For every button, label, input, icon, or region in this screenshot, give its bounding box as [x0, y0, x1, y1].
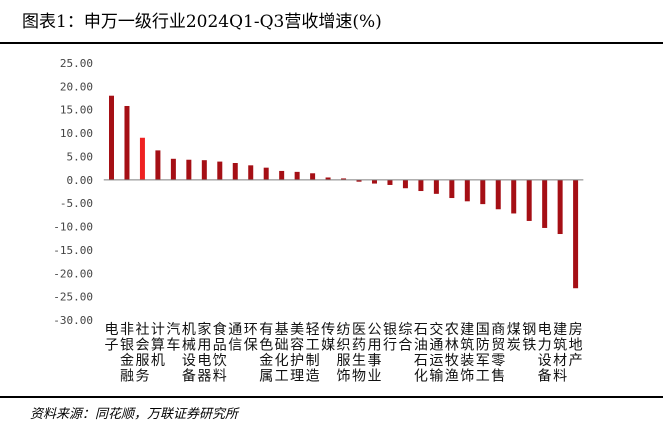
x-category-label: 基础化工 — [275, 321, 289, 385]
bar — [449, 179, 455, 199]
x-category-label: 医药生物 — [352, 322, 366, 385]
bar-chart: 25.00 20.00 15.00 10.00 5.00 0.00 -5.00 -10.00 -… — [53, 57, 584, 385]
bar — [310, 173, 316, 180]
bar — [542, 179, 548, 228]
x-category-label: 传媒 — [321, 322, 335, 354]
bar — [201, 160, 207, 180]
y-tick-label: 15.00 — [60, 104, 93, 117]
x-category-label: 综合 — [398, 322, 412, 354]
bar — [325, 177, 331, 180]
y-tick-label: -25.00 — [53, 291, 93, 304]
bar — [217, 161, 223, 180]
y-tick-label: 25.00 — [60, 57, 93, 70]
bar — [480, 179, 486, 205]
x-category-label: 建筑装饰 — [460, 322, 474, 385]
y-tick-label: -5.00 — [60, 197, 93, 210]
y-tick-label: -10.00 — [53, 221, 93, 234]
bar — [526, 179, 532, 221]
bar — [573, 179, 579, 289]
x-category-label: 汽车 — [166, 322, 180, 354]
x-category-label: 社会服务 — [135, 322, 149, 385]
bar — [402, 179, 408, 189]
x-category-label: 电子 — [105, 322, 119, 354]
y-tick-label: -15.00 — [53, 244, 93, 257]
x-category-label: 纺织服饰 — [337, 322, 351, 385]
bar — [433, 179, 439, 194]
x-category-label: 环保 — [244, 322, 258, 354]
x-category-label: 家用电器 — [197, 321, 211, 385]
source-divider — [0, 396, 663, 398]
y-tick-label: 10.00 — [60, 127, 93, 140]
x-category-label: 商贸零售 — [491, 322, 505, 385]
x-category-label: 食品饮料 — [213, 321, 227, 385]
bar — [248, 165, 254, 180]
y-tick-label: 20.00 — [60, 80, 93, 93]
x-category-label: 建筑材料 — [553, 322, 567, 385]
x-category-label: 通信 — [228, 322, 242, 354]
bar — [511, 179, 517, 214]
bar — [294, 171, 300, 180]
x-category-label: 机械设备 — [182, 322, 196, 385]
bar — [387, 179, 393, 185]
x-category-label: 国防军工 — [476, 322, 490, 385]
x-category-label: 房地产 — [569, 322, 583, 369]
bar — [279, 170, 285, 180]
bar — [109, 95, 114, 180]
x-category-label: 银行 — [383, 322, 397, 354]
bars — [109, 95, 579, 289]
bar — [263, 167, 269, 180]
chart-title: 图表1：申万一级行业2024Q1-Q3营收增速(%) — [0, 0, 663, 44]
bar — [186, 159, 192, 180]
bar — [341, 178, 347, 180]
bar — [418, 179, 424, 192]
x-category-label: 钢铁 — [522, 322, 536, 354]
x-category-label: 有色金属 — [259, 322, 273, 385]
category-labels: 电子非银金融社会服务计算机汽车机械设备家用电器食品饮料通信环保有色金属基础化工美… — [105, 321, 583, 385]
bar — [232, 163, 238, 180]
y-tick-label: -20.00 — [53, 267, 93, 280]
x-category-label: 电力设备 — [538, 322, 552, 385]
bar — [170, 158, 176, 180]
bar — [155, 150, 161, 180]
y-tick-label: 5.00 — [67, 150, 94, 163]
y-axis: 25.00 20.00 15.00 10.00 5.00 0.00 -5.00 -10.00 -… — [53, 57, 93, 327]
bar — [557, 179, 563, 235]
bar — [139, 137, 145, 180]
x-category-label: 公用事业 — [367, 322, 381, 385]
bar — [356, 179, 362, 182]
x-category-label: 计算机 — [151, 322, 165, 369]
x-category-label: 美容护理 — [290, 322, 304, 385]
bar — [464, 179, 470, 202]
y-tick-label: 0.00 — [67, 174, 94, 187]
bar — [495, 179, 501, 210]
x-category-label: 非银金融 — [120, 322, 134, 385]
x-category-label: 轻工制造 — [306, 322, 320, 385]
bar — [371, 179, 377, 184]
x-category-label: 石油石化 — [414, 322, 428, 385]
source-note: 资料来源：同花顺，万联证券研究所 — [30, 407, 239, 422]
bar — [124, 105, 130, 180]
x-category-label: 交通运输 — [429, 321, 443, 385]
x-category-label: 农林牧渔 — [445, 322, 459, 385]
x-category-label: 煤炭 — [507, 322, 521, 354]
y-tick-label: -30.00 — [53, 314, 93, 327]
